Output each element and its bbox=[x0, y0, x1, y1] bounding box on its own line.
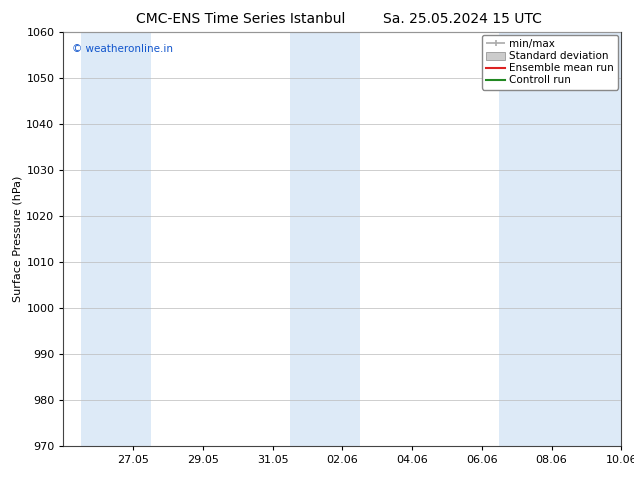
Legend: min/max, Standard deviation, Ensemble mean run, Controll run: min/max, Standard deviation, Ensemble me… bbox=[482, 35, 618, 90]
Bar bbox=[500, 32, 621, 446]
Text: © weatheronline.in: © weatheronline.in bbox=[72, 44, 173, 54]
Y-axis label: Surface Pressure (hPa): Surface Pressure (hPa) bbox=[12, 176, 22, 302]
Bar bbox=[81, 32, 150, 446]
Text: Sa. 25.05.2024 15 UTC: Sa. 25.05.2024 15 UTC bbox=[384, 12, 542, 26]
Bar bbox=[290, 32, 359, 446]
Text: CMC-ENS Time Series Istanbul: CMC-ENS Time Series Istanbul bbox=[136, 12, 346, 26]
